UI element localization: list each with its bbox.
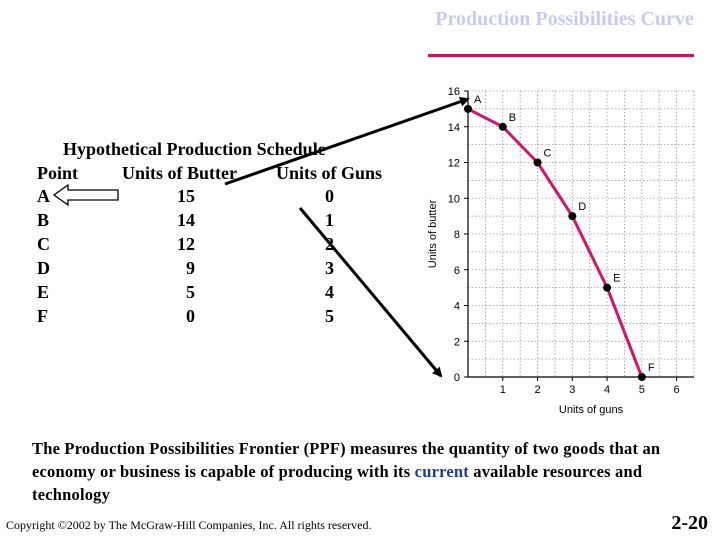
schedule-guns-cell: 2	[325, 234, 334, 254]
data-point-c	[533, 158, 542, 167]
schedule-butter-cell: 14	[177, 210, 195, 230]
ppf-curve	[466, 107, 644, 379]
schedule-guns-cell: 3	[325, 258, 334, 278]
data-point-f	[637, 373, 646, 381]
y-tick-label: 0	[454, 372, 460, 384]
schedule-point-cell: A	[37, 186, 50, 206]
schedule-butter-cell: 0	[186, 306, 195, 326]
ppf-chart: 0 2 4 6 8 10 12 14 16 1 2 3 4 5 6 Units of guns Units of…	[420, 75, 720, 420]
y-tick-label: 6	[454, 265, 460, 277]
point-label-d: D	[578, 201, 586, 213]
point-label-b: B	[509, 112, 516, 124]
schedule-guns-cell: 5	[325, 306, 334, 326]
column-header-guns: Units of Guns	[276, 163, 383, 183]
data-point-e	[603, 283, 612, 292]
schedule-guns-cell: 0	[325, 186, 334, 206]
point-label-e: E	[613, 273, 620, 285]
column-header-butter: Units of Butter	[122, 163, 237, 183]
y-tick-label: 12	[448, 158, 460, 170]
y-tick-label: 14	[448, 122, 460, 134]
schedule-butter-cell: 15	[177, 186, 195, 206]
copyright-notice: Copyright ©2002 by The McGraw-Hill Compa…	[6, 518, 372, 532]
schedule-point-cell: E	[37, 282, 50, 302]
x-tick-label: 2	[534, 384, 540, 396]
schedule-guns-cell: 4	[325, 282, 334, 302]
data-point-a	[464, 104, 472, 113]
y-tick-label: 16	[448, 86, 460, 98]
production-schedule: Hypothetical Production Schedule Point U…	[0, 0, 420, 340]
page-number: 2-20	[671, 512, 708, 534]
point-label-f: F	[648, 362, 655, 374]
column-header-point: Point	[37, 163, 79, 183]
description-part-1: The Production Possibilities Frontier (P…	[32, 439, 661, 481]
schedule-butter-cell: 5	[186, 282, 195, 302]
schedule-point-cell: F	[37, 306, 48, 326]
x-axis-label: Units of guns	[559, 404, 624, 416]
schedule-butter-cell: 9	[186, 258, 195, 278]
x-tick-label: 4	[604, 384, 610, 396]
description-highlight: current	[414, 462, 469, 481]
slide-title: Production Possibilities Curve	[435, 8, 694, 30]
y-tick-label: 4	[454, 301, 460, 313]
point-label-c: C	[544, 148, 552, 160]
schedule-title: Hypothetical Production Schedule	[63, 139, 326, 159]
data-point-b	[498, 122, 507, 131]
title-underline	[428, 54, 694, 57]
data-point-d	[568, 212, 577, 221]
x-tick-label: 1	[500, 384, 506, 396]
y-axis-label: Units of butter	[427, 199, 439, 268]
schedule-point-cell: D	[37, 258, 50, 278]
y-tick-label: 10	[448, 193, 460, 205]
x-tick-label: 5	[639, 384, 645, 396]
x-tick-label: 3	[569, 384, 575, 396]
y-tick-label: 8	[454, 229, 460, 241]
schedule-point-cell: B	[37, 210, 50, 230]
schedule-butter-cell: 12	[177, 234, 195, 254]
description-text: The Production Possibilities Frontier (P…	[32, 437, 692, 506]
description-part-2: available resources and technology	[32, 462, 643, 504]
y-tick-label: 2	[454, 336, 460, 348]
point-label-a: A	[474, 94, 482, 106]
schedule-guns-cell: 1	[325, 210, 334, 230]
x-tick-label: 6	[674, 384, 680, 396]
schedule-point-cell: C	[37, 234, 50, 254]
